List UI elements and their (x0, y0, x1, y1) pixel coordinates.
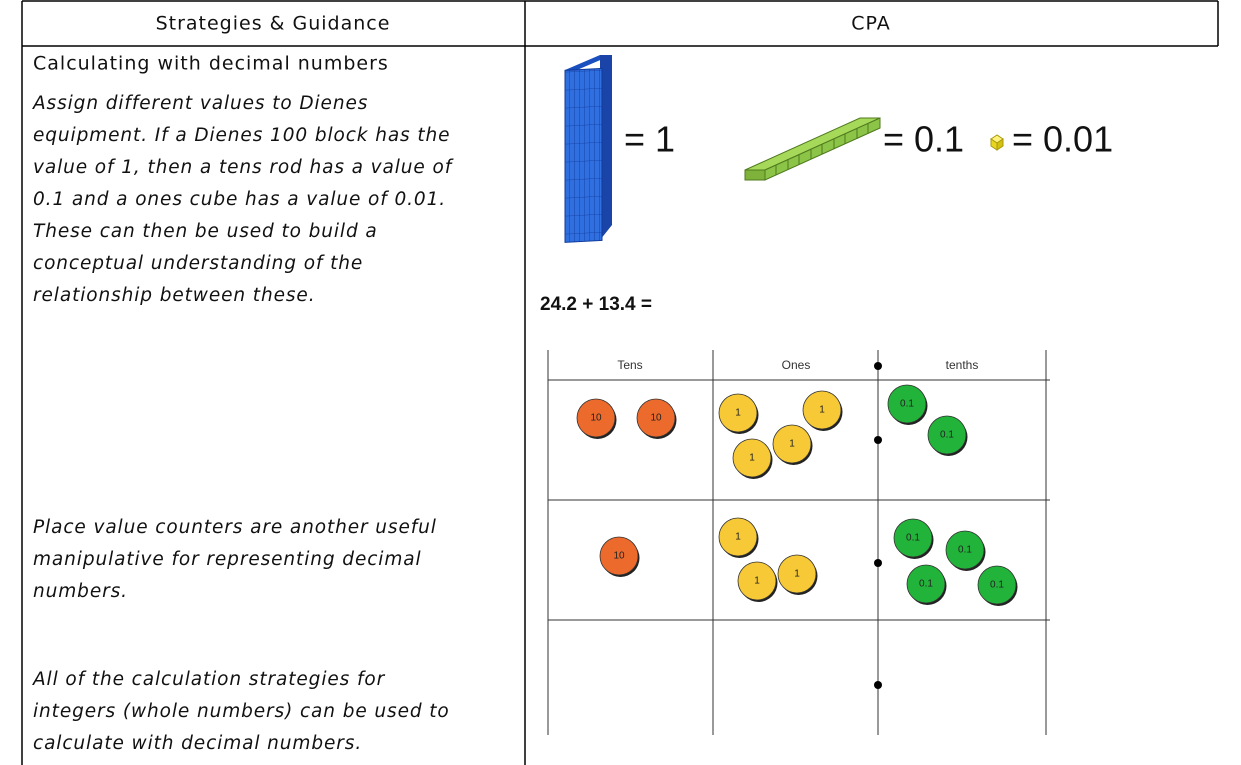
header: Strategies & Guidance (156, 13, 391, 35)
paragraph-line: manipulative for representing decimal (33, 549, 422, 570)
paragraph-line: Assign different values to Dienes (32, 93, 368, 114)
counter-label: 0.1 (958, 545, 972, 556)
counter-label: 1 (794, 569, 800, 580)
counter (599, 536, 639, 576)
counter-label: 0.1 (900, 399, 914, 410)
counter-label: 1 (754, 576, 760, 587)
paragraph-line: equipment. If a Dienes 100 block has the (33, 125, 450, 146)
dienes-hundred-block (564, 55, 612, 243)
counter (772, 424, 812, 464)
counter (906, 564, 946, 604)
dienes-ones-cube (990, 134, 1004, 151)
guidance-text: Assign different values to Dienes equipme… (32, 93, 454, 754)
counter-label: 1 (819, 405, 825, 416)
header: CPA (851, 13, 891, 35)
equivalence: = 1 (624, 119, 675, 160)
counter (636, 398, 676, 438)
counter (927, 415, 967, 455)
counter (802, 390, 842, 430)
counter (777, 554, 817, 594)
counter-label: 0.1 (990, 580, 1004, 591)
counter-label: 0.1 (906, 533, 920, 544)
counter (887, 384, 927, 424)
counters: 10 10 1 1 1 1 0.1 0.1 10 1 1 1 0.1 0.1 0.1 0.1 (576, 384, 1018, 606)
column-header: tenths (946, 358, 979, 372)
counter-label: 10 (613, 551, 625, 562)
column-header: Ones (782, 358, 811, 372)
paragraph-line: calculate with decimal numbers. (33, 733, 362, 754)
counter-label: 1 (735, 408, 741, 419)
paragraph-line: integers (whole numbers) can be used to (33, 701, 450, 722)
table-borders (21, 0, 1219, 765)
paragraph-line: conceptual understanding of the (33, 253, 363, 274)
counter-label: 0.1 (940, 430, 954, 441)
counter (718, 393, 758, 433)
section-title: Calculating with decimal numbers (33, 53, 389, 75)
counter-label: 1 (749, 453, 755, 464)
paragraph-line: value of 1, then a tens rod has a value … (33, 157, 454, 178)
counter (718, 517, 758, 557)
counter-label: 1 (789, 439, 795, 450)
equivalence: = 0.1 (883, 119, 964, 160)
place-value-grid (547, 350, 1050, 735)
counter (737, 561, 777, 601)
counter-label: 0.1 (919, 579, 933, 590)
equivalence: = 0.01 (1012, 119, 1113, 160)
counter (945, 530, 985, 570)
counter (893, 518, 933, 558)
decimal-point-dots (874, 362, 882, 689)
counter-label: 1 (735, 532, 741, 543)
paragraph-line: 0.1 and a ones cube has a value of 0.01. (33, 189, 446, 210)
counter (576, 398, 616, 438)
counter (977, 565, 1017, 605)
dienes-tens-rod (744, 117, 881, 181)
paragraph-line: All of the calculation strategies for (32, 669, 386, 690)
paragraph-line: These can then be used to build a (33, 221, 378, 242)
counter-label: 10 (650, 413, 662, 424)
paragraph-line: Place value counters are another useful (33, 517, 437, 538)
counter (732, 438, 772, 478)
column-header: Tens (617, 358, 642, 372)
counter-label: 10 (590, 413, 602, 424)
paragraph-line: numbers. (33, 581, 128, 602)
calculation: 24.2 + 13.4 = (540, 294, 652, 315)
paragraph-line: relationship between these. (33, 285, 315, 306)
